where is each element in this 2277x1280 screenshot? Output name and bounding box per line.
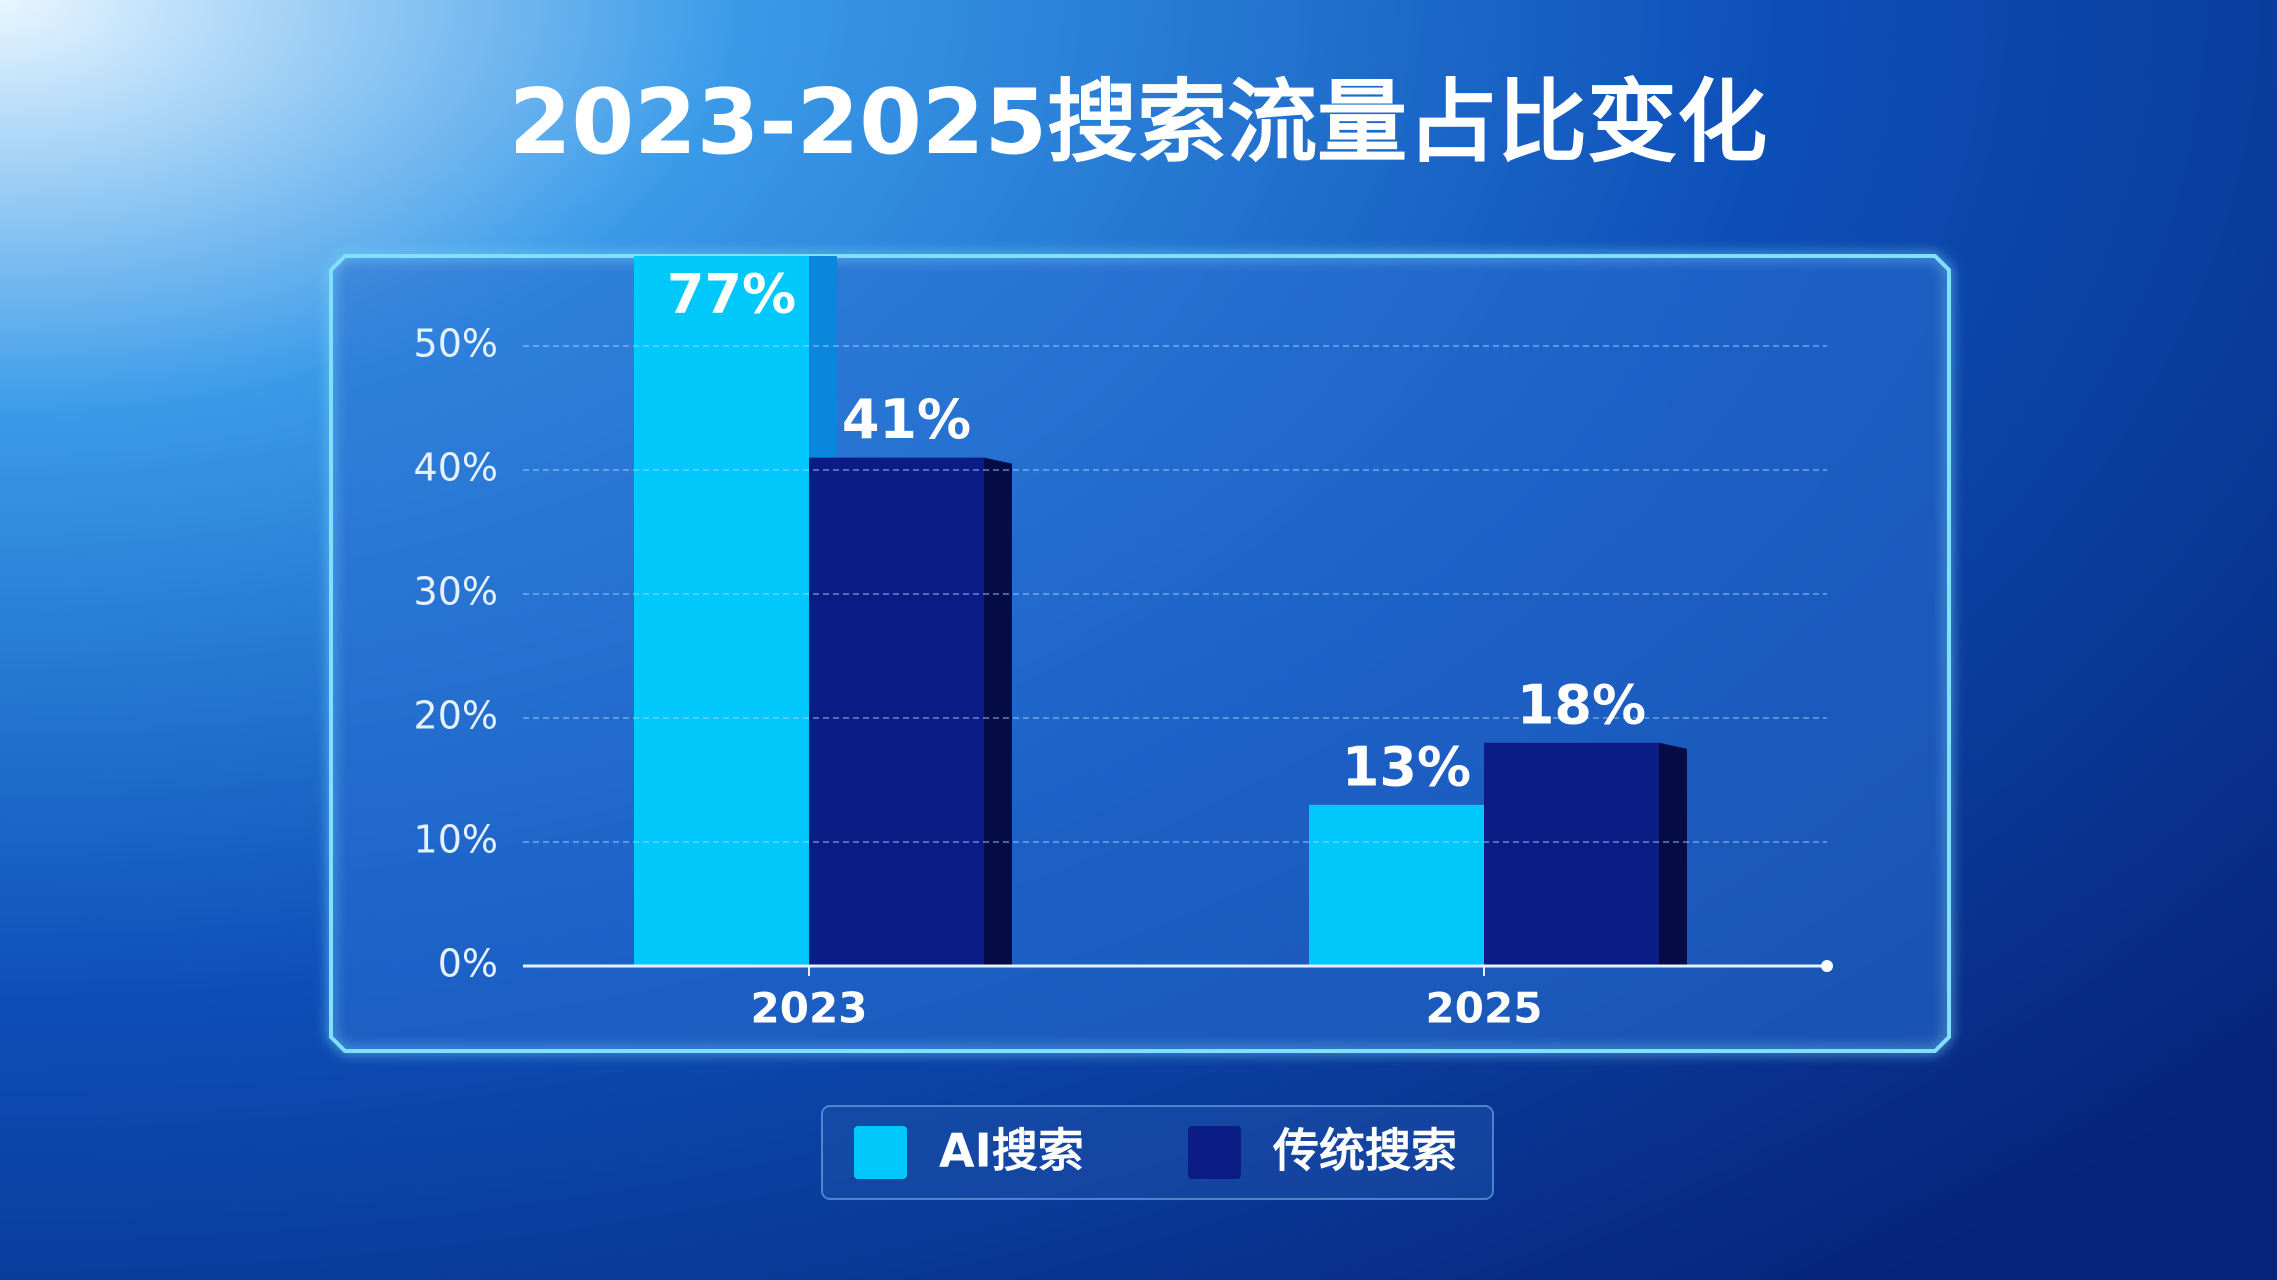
legend-swatch xyxy=(854,1126,907,1179)
y-tick-label: 20% xyxy=(414,694,498,738)
legend-label: 传统搜索 xyxy=(1272,1124,1457,1178)
data-label: 77% xyxy=(667,263,796,326)
bar xyxy=(1484,742,1659,966)
legend-swatch xyxy=(1188,1126,1241,1179)
bar xyxy=(809,457,984,966)
data-label: 13% xyxy=(1342,735,1471,798)
bar-side xyxy=(1659,742,1687,966)
y-tick-label: 40% xyxy=(414,446,498,490)
y-tick-label: 0% xyxy=(438,942,498,986)
legend-label: AI搜索 xyxy=(939,1124,1084,1178)
chart-title: 2023-2025搜索流量占比变化 xyxy=(509,70,1767,175)
x-tick-label: 2023 xyxy=(751,984,868,1033)
y-tick-label: 10% xyxy=(414,818,498,862)
y-tick-label: 30% xyxy=(414,570,498,614)
bar-side xyxy=(984,457,1012,966)
data-label: 41% xyxy=(842,388,971,451)
x-tick-label: 2025 xyxy=(1426,984,1543,1033)
data-label: 18% xyxy=(1517,673,1646,736)
chart-frame xyxy=(329,254,1951,1053)
y-tick-label: 50% xyxy=(414,322,498,366)
plot-area xyxy=(634,256,1687,966)
legend-box xyxy=(821,1105,1494,1200)
bar xyxy=(1309,804,1484,966)
bar xyxy=(634,256,809,966)
axis-end xyxy=(1821,960,1833,972)
